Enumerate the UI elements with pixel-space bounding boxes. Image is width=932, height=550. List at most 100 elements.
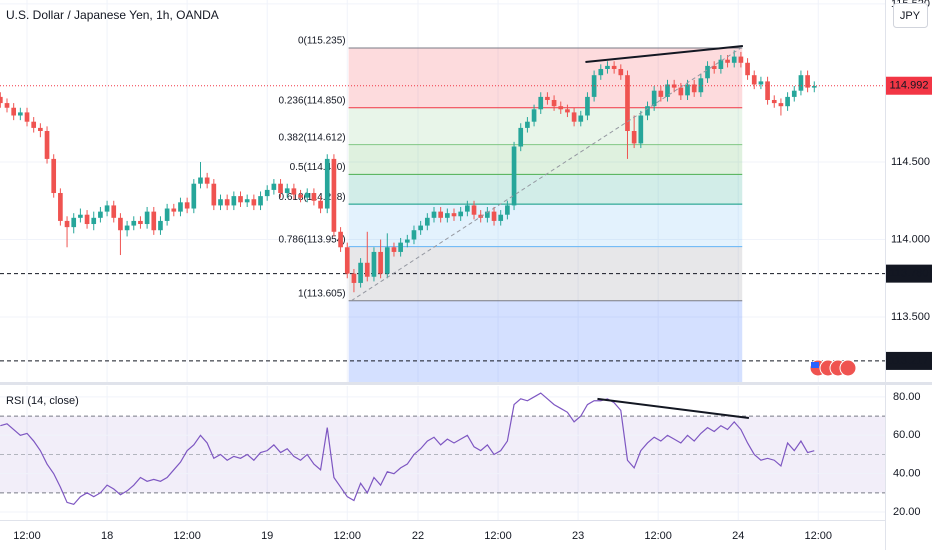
candle-body bbox=[224, 199, 230, 206]
candle-body bbox=[0, 96, 3, 104]
y-tick-label: 114.000 bbox=[891, 233, 930, 245]
candle-body bbox=[791, 90, 797, 97]
candle-body bbox=[438, 211, 444, 218]
candle-body bbox=[138, 220, 143, 225]
candle-body bbox=[525, 121, 530, 128]
candle-body bbox=[171, 208, 177, 212]
price-badge bbox=[886, 351, 932, 370]
candle-body bbox=[371, 251, 377, 277]
candle-body bbox=[745, 62, 750, 76]
fib-zone bbox=[348, 107, 743, 145]
candle-body bbox=[538, 96, 544, 110]
candle-body bbox=[271, 183, 277, 190]
candle-body bbox=[665, 84, 670, 97]
candle-body bbox=[731, 56, 737, 63]
fib-level-label: 1(113.605) bbox=[298, 288, 346, 299]
x-tick-label: 12:00 bbox=[13, 530, 41, 542]
y-tick-label: 20.00 bbox=[893, 506, 921, 518]
candle-body bbox=[678, 87, 684, 96]
fib-level-label: 0.236(114.850) bbox=[279, 95, 346, 106]
candle-body bbox=[238, 196, 243, 203]
candle-body bbox=[505, 205, 510, 215]
x-tick-label: 22 bbox=[412, 530, 424, 542]
rsi-line bbox=[0, 392, 815, 506]
symbol-title: U.S. Dollar / Japanese Yen, 1h, OANDA bbox=[6, 8, 219, 22]
y-tick-label: 113.500 bbox=[891, 311, 930, 323]
candle-body bbox=[404, 239, 410, 243]
candle-body bbox=[258, 196, 263, 206]
x-tick-label: 12:00 bbox=[173, 530, 201, 542]
x-tick-label: 12:00 bbox=[484, 530, 512, 542]
candle-body bbox=[251, 199, 257, 206]
candle-body bbox=[158, 220, 163, 231]
candle-body bbox=[211, 183, 217, 206]
candle-body bbox=[78, 214, 83, 218]
price-badge-label: 113.780 bbox=[890, 268, 929, 280]
candle-body bbox=[84, 214, 90, 225]
candle-body bbox=[605, 65, 610, 69]
candle-body bbox=[718, 59, 724, 69]
candle-body bbox=[384, 247, 390, 274]
x-tick-label: 19 bbox=[261, 530, 273, 542]
trendline bbox=[350, 47, 742, 302]
candle-body bbox=[618, 68, 624, 76]
candle-body bbox=[264, 189, 270, 197]
candle-body bbox=[738, 56, 744, 63]
price-badge-label: 114.992 bbox=[890, 80, 929, 92]
candle-body bbox=[44, 131, 50, 159]
candle-body bbox=[291, 188, 297, 195]
candle-body bbox=[685, 84, 690, 96]
candle-body bbox=[558, 106, 564, 110]
currency-button[interactable] bbox=[893, 3, 928, 28]
candle-body bbox=[518, 127, 524, 147]
candle-body bbox=[198, 177, 203, 184]
candle-body bbox=[191, 183, 197, 209]
candle-body bbox=[358, 262, 363, 283]
y-tick-label: 60.00 bbox=[893, 429, 921, 441]
candle-body bbox=[184, 202, 190, 209]
candle-body bbox=[104, 205, 110, 212]
candle-body bbox=[465, 205, 470, 212]
x-tick-label: 12:00 bbox=[333, 530, 361, 542]
candle-body bbox=[631, 131, 637, 144]
candle-body bbox=[204, 177, 210, 184]
candle-body bbox=[691, 84, 697, 93]
candle-body bbox=[711, 65, 717, 69]
candle-body bbox=[11, 107, 17, 116]
candle-body bbox=[498, 214, 504, 221]
price-badge bbox=[886, 76, 932, 95]
candle-body bbox=[571, 112, 577, 122]
candle-body bbox=[298, 194, 303, 198]
candle-body bbox=[471, 205, 477, 215]
candle-body bbox=[344, 247, 350, 274]
candle-body bbox=[164, 208, 170, 221]
candle-body bbox=[278, 183, 283, 194]
candle-body bbox=[71, 217, 77, 228]
candle-body bbox=[111, 205, 117, 218]
candle-body bbox=[725, 59, 730, 63]
candle-body bbox=[324, 158, 330, 209]
candle-body bbox=[424, 217, 430, 226]
candle-body bbox=[38, 127, 43, 132]
candle-body bbox=[124, 225, 130, 231]
candle-body bbox=[671, 84, 677, 88]
candle-body bbox=[625, 75, 630, 132]
candle-body bbox=[451, 213, 457, 217]
candle-body bbox=[585, 96, 590, 116]
flag-icon bbox=[839, 359, 857, 377]
candle-body bbox=[511, 146, 517, 206]
fib-level-label: 0.5(114.420) bbox=[290, 162, 346, 173]
candle-body bbox=[304, 193, 310, 198]
candle-body bbox=[398, 242, 403, 252]
candle-body bbox=[698, 78, 704, 93]
candle-body bbox=[231, 196, 237, 206]
fib-level-label: 0.786(113.954) bbox=[279, 234, 346, 245]
candle-body bbox=[51, 158, 57, 194]
candle-body bbox=[751, 75, 757, 85]
candle-body bbox=[645, 106, 650, 116]
currency-label[interactable]: JPY bbox=[900, 10, 921, 22]
candle-body bbox=[331, 158, 337, 232]
candle-body bbox=[545, 96, 550, 100]
candle-body bbox=[391, 247, 397, 252]
